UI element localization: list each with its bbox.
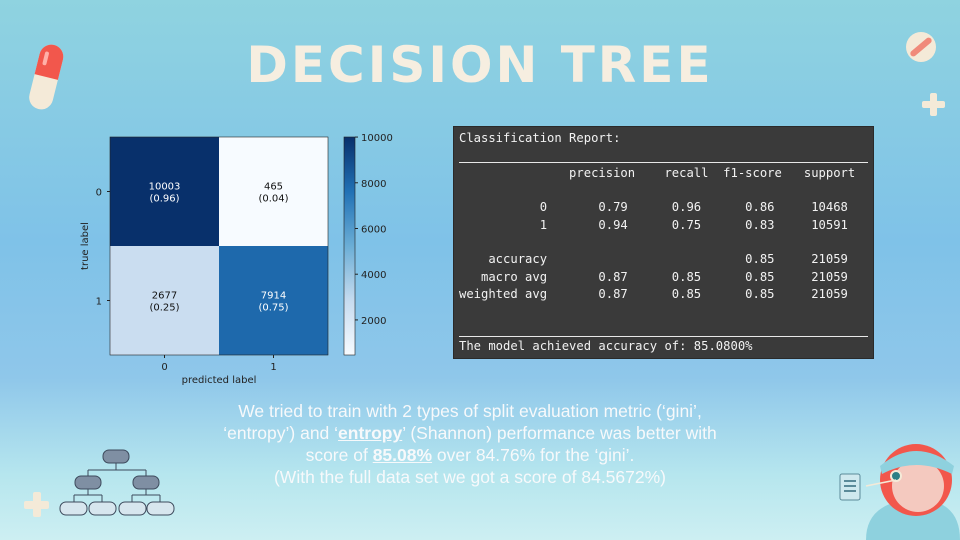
cell-ratio-label: (0.04) xyxy=(258,194,288,205)
caption-emphasis-score: 85.08% xyxy=(372,445,433,465)
cell-count-label: 2677 xyxy=(152,291,177,302)
y-axis-label: true label xyxy=(80,222,91,270)
y-tick-label: 1 xyxy=(96,297,102,308)
nurse-illustration xyxy=(839,444,960,540)
confusion-matrix-chart: 10003(0.96) 465(0.04) 2677(0.25) 7914(0.75)… xyxy=(80,133,393,386)
slide-title: DECISION TREE xyxy=(246,36,714,94)
cell-ratio-label: (0.25) xyxy=(149,303,179,314)
heatmap-cell xyxy=(110,246,219,355)
colorbar-tick-label: 2000 xyxy=(361,316,386,327)
cell-ratio-label: (0.75) xyxy=(258,303,288,314)
colorbar-tick-label: 8000 xyxy=(361,179,386,190)
tablet-pill-icon xyxy=(906,32,936,62)
heatmap-cell xyxy=(219,246,328,355)
slide-caption: We tried to train with 2 types of split … xyxy=(223,401,717,487)
colorbar xyxy=(343,136,356,356)
report-divider-bottom xyxy=(459,336,868,337)
x-axis-label: predicted label xyxy=(182,375,257,386)
report-divider-top xyxy=(459,162,868,163)
x-tick-label: 1 xyxy=(270,362,276,373)
cell-ratio-label: (0.96) xyxy=(149,194,179,205)
colorbar-tick-label: 10000 xyxy=(361,133,393,144)
heatmap-cell xyxy=(219,137,328,246)
classification-report: Classification Report: precision recall … xyxy=(453,126,874,359)
report-row: weighted avg 0.87 0.85 0.85 21059 xyxy=(459,287,848,301)
heatmap-frame xyxy=(109,136,329,356)
y-tick-label: 0 xyxy=(96,188,102,199)
colorbar-tick-label: 6000 xyxy=(361,224,386,235)
colorbar-tick-label: 4000 xyxy=(361,270,386,281)
cell-count-label: 7914 xyxy=(261,291,286,302)
report-row: 1 0.94 0.75 0.83 10591 xyxy=(459,217,848,232)
plus-icon xyxy=(922,93,945,116)
report-heading: Classification Report: xyxy=(459,131,621,145)
decision-tree-icon xyxy=(59,449,175,516)
x-tick-label: 0 xyxy=(161,362,167,373)
report-row: macro avg 0.87 0.85 0.85 21059 xyxy=(459,269,848,284)
cell-count-label: 10003 xyxy=(149,182,181,193)
caption-emphasis-entropy: entropy xyxy=(338,423,403,443)
heatmap-cell xyxy=(110,137,219,246)
report-row: accuracy 0.85 21059 xyxy=(459,252,848,266)
report-footer: The model achieved accuracy of: 85.0800% xyxy=(459,339,753,353)
plus-icon xyxy=(24,492,49,517)
cell-count-label: 465 xyxy=(264,182,283,193)
pill-capsule-icon xyxy=(29,44,64,110)
report-header-row: precision recall f1-score support xyxy=(459,166,856,180)
report-row: 0 0.79 0.96 0.86 10468 xyxy=(459,200,848,214)
